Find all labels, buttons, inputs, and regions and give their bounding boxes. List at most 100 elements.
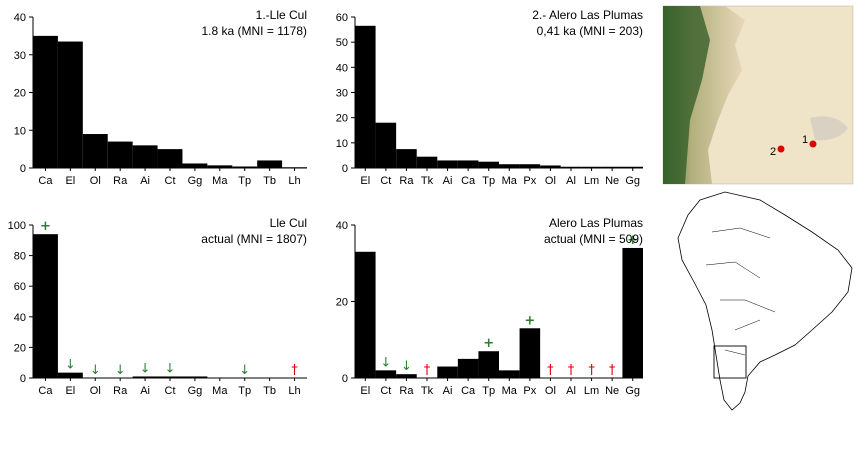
x-tick-label-lh: Lh [288,385,300,397]
bar-ca [457,358,479,378]
marker-extinct: † [291,363,298,378]
y-tick-label: 80 [14,251,26,263]
x-tick-label-ra: Ra [399,175,414,187]
x-tick-label-tb: Tb [263,175,276,187]
marker-decrease: ↓ [165,361,176,376]
marker-extinct: † [547,363,554,378]
y-tick-label: 20 [336,113,348,125]
chart-subtitle: 1.8 ka (MNI = 1178) [202,24,308,38]
chart-title: Lle Cul [270,216,307,230]
chart-title: 1.-Lle Cul [256,8,307,22]
bar-tp [232,166,258,168]
y-tick-label: 40 [336,220,348,232]
chart-title: 2.- Alero Las Plumas [532,8,643,22]
marker-increase: + [40,219,51,234]
continent-outline [677,191,853,411]
x-tick-label-ra: Ra [399,385,414,397]
bar-el [355,25,376,168]
marker-extinct: † [568,363,575,378]
y-tick-label: 0 [342,373,348,385]
marker-decrease: ↓ [115,363,126,378]
chart-lle-cul-actual: 0 20 40 60 80 100 Ca + El ↓ Ol ↓ Ra ↓ Ai ↓ Ct ↓ Gg Ma Tp ↓ Tb L… [8,216,307,397]
x-tick-label-gg: Gg [625,385,640,397]
x-tick-label-lm: Lm [584,385,599,397]
x-tick-label-tk: Tk [421,385,434,397]
x-tick-label-ma: Ma [212,385,228,397]
chart-lle-cul-1-8ka: 0 10 20 30 40 Ca El Ol Ra Ai Ct Gg Ma Tp Tb Lh 1.-Lle Cu… [14,8,307,187]
x-tick-label-gg: Gg [188,385,203,397]
x-tick-label-tp: Tp [238,385,251,397]
bar-ma [499,370,520,378]
marker-extinct: † [609,363,616,378]
y-tick-label: 40 [14,12,26,24]
bar-ct [375,122,397,168]
bar-ct [157,149,183,168]
x-tick-label-tp: Tp [238,175,251,187]
x-tick-label-ct: Ct [380,385,391,397]
bar-ra [107,141,133,168]
bar-ct [375,370,397,378]
marker-increase: + [483,336,494,351]
bar-gg [622,247,643,378]
x-tick-label-ca: Ca [461,175,476,187]
marker-decrease: ↓ [65,358,76,373]
x-tick-label-el: El [360,385,370,397]
chart-subtitle: 0,41 ka (MNI = 203) [537,24,643,38]
x-tick-label-ai: Ai [443,385,453,397]
x-tick-label-el: El [65,175,75,187]
marker-decrease: ↓ [239,363,250,378]
bar-ca [33,35,58,168]
bar-lh [282,167,307,168]
south-america-map [677,191,853,411]
x-tick-label-ai: Ai [443,175,453,187]
y-tick-label: 60 [336,12,348,24]
x-tick-label-px: Px [523,175,536,187]
bar-ai [437,366,458,378]
bar-gg [182,163,208,168]
regional-map: 1 2 [662,5,854,185]
x-tick-label-ma: Ma [212,175,228,187]
bar-el [57,41,83,168]
x-tick-label-al: Al [566,385,576,397]
map-forest [663,6,710,184]
y-tick-label: 40 [336,62,348,74]
marker-increase: + [524,313,535,328]
site-2-marker [777,145,785,153]
marker-increase: + [627,233,638,248]
y-tick-label: 60 [14,281,26,293]
x-tick-label-tk: Tk [421,175,434,187]
x-tick-label-ra: Ra [113,175,128,187]
x-tick-label-ca: Ca [38,385,53,397]
x-tick-label-tp: Tp [482,385,495,397]
x-tick-label-lm: Lm [584,175,599,187]
bar-px [519,164,541,168]
site-1-label: 1 [802,134,808,146]
x-tick-label-ai: Ai [140,385,150,397]
bar-ma [499,164,520,168]
x-tick-label-gg: Gg [188,175,203,187]
bar-ne [601,166,623,168]
bar-ct [157,376,183,378]
x-tick-label-px: Px [523,385,536,397]
x-tick-label-ol: Ol [545,385,556,397]
x-tick-label-lh: Lh [288,175,300,187]
y-tick-label: 30 [336,88,348,100]
y-tick-label: 20 [336,297,348,309]
site-1-marker [809,140,817,148]
x-tick-label-ct: Ct [165,385,176,397]
x-tick-label-ne: Ne [605,385,619,397]
x-tick-label-ai: Ai [140,175,150,187]
bar-tp [478,161,499,168]
y-tick-label: 10 [336,138,348,150]
bar-px [519,328,541,378]
chart-alero-las-plumas-actual: 0 20 40 El Ct ↓ Ra ↓ Tk † Ai Ca Tp + Ma Px + Ol † Al † Lm † Ne †… [336,216,643,397]
bar-ca [33,234,58,378]
bar-ra [396,149,417,168]
chart-subtitle: actual (MNI = 1807) [201,232,307,246]
map-coast-feature [810,116,848,141]
bar-el [57,372,83,378]
bar-tp [478,351,499,378]
bar-tk [416,156,438,168]
bar-ai [132,145,158,168]
